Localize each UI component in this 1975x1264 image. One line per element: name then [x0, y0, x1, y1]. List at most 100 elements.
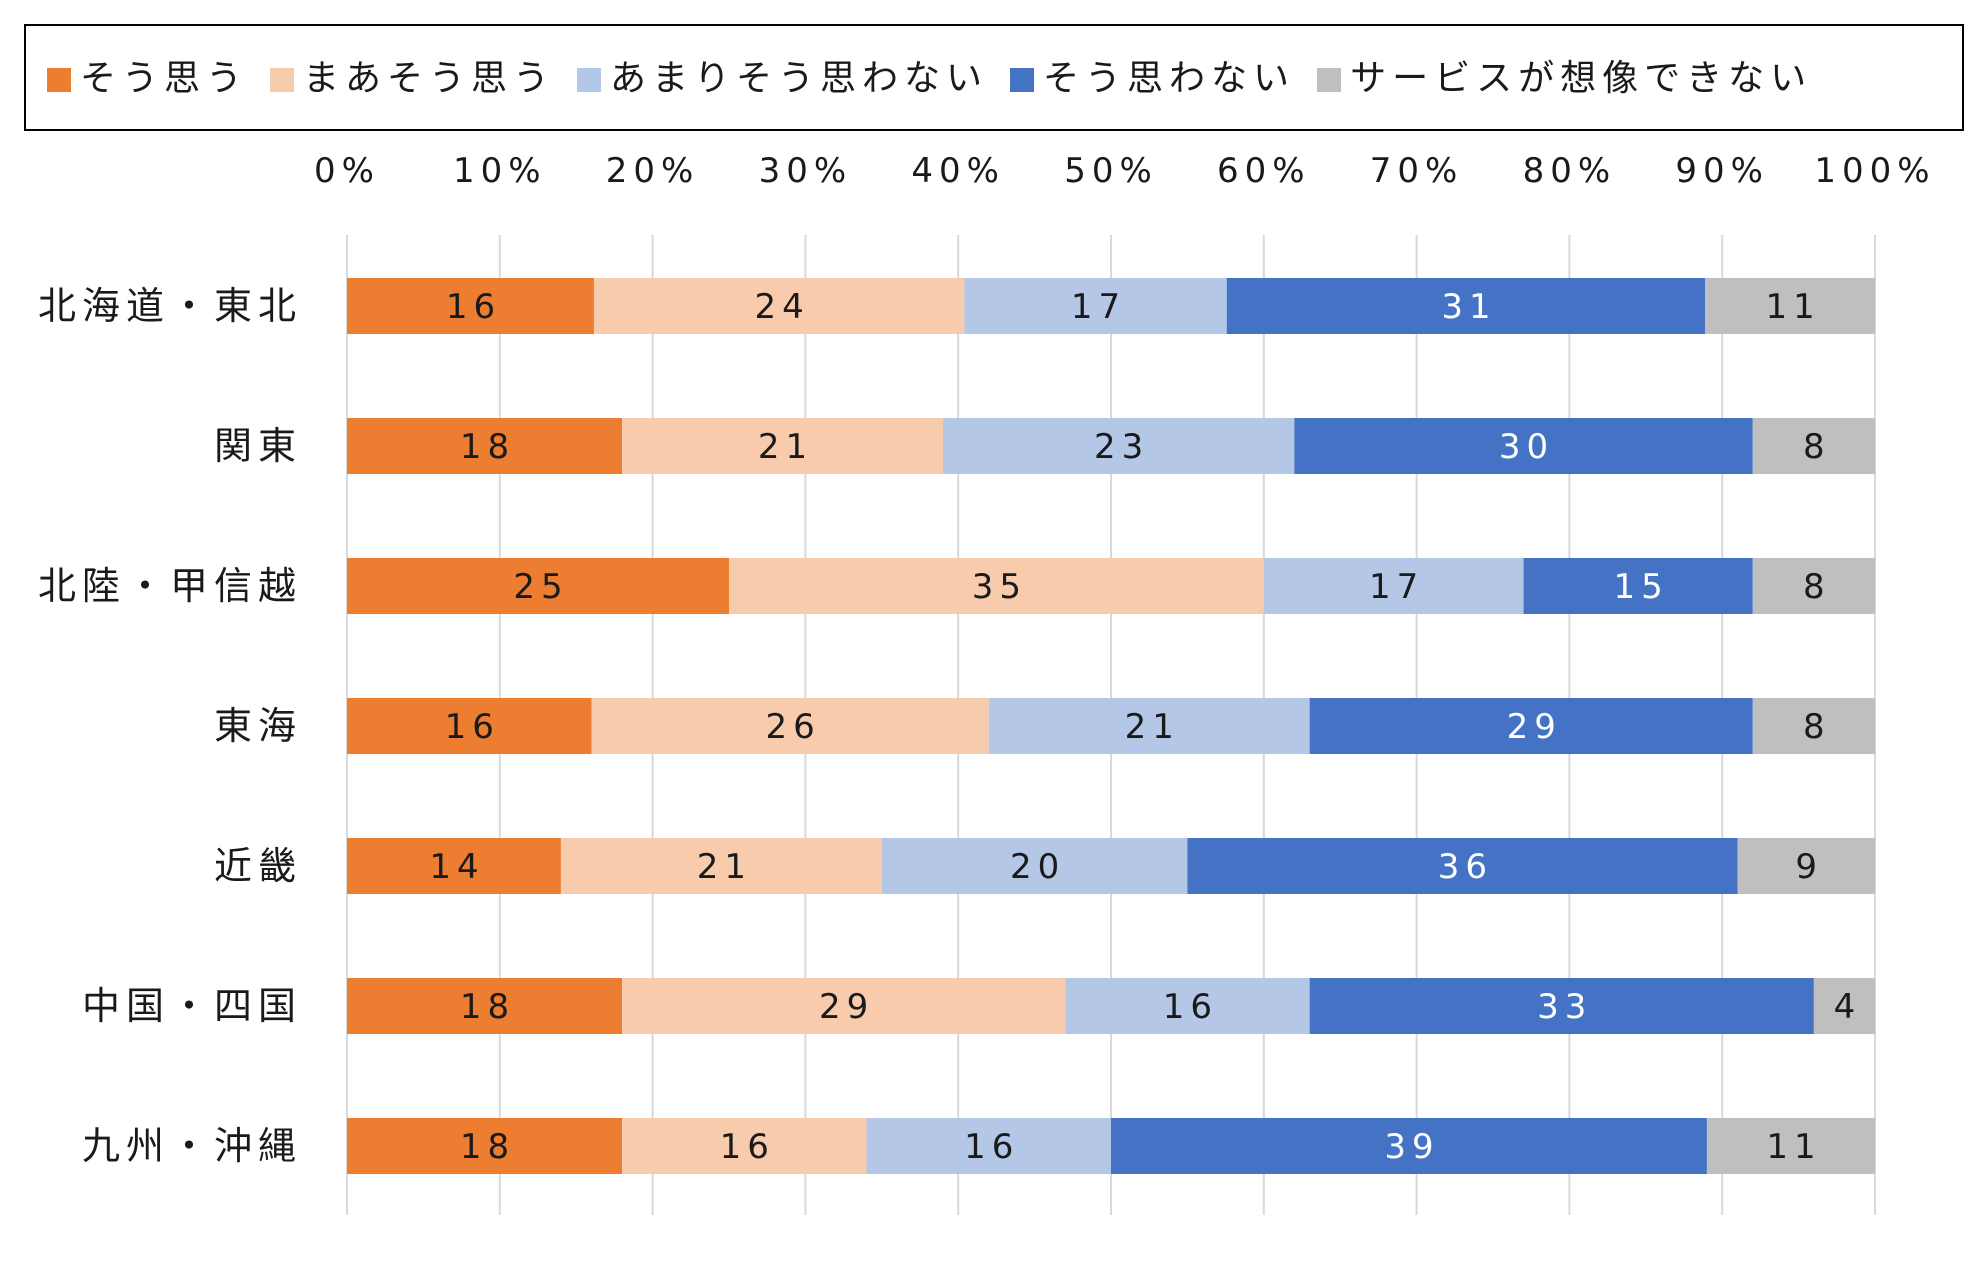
- data-label: 21: [1125, 707, 1180, 747]
- legend-label: まあそう思う: [303, 58, 555, 99]
- data-label: 18: [460, 427, 515, 467]
- legend-swatch: [270, 68, 295, 92]
- bar-segment: [1111, 1118, 1707, 1174]
- bar-segment: [560, 838, 882, 894]
- x-tick-label: 50%: [1064, 151, 1158, 191]
- bar-segment: [347, 418, 623, 474]
- data-label: 16: [446, 287, 501, 327]
- x-tick-label: 90%: [1675, 151, 1769, 191]
- bar-segment: [881, 838, 1188, 894]
- bar-segment: [347, 698, 592, 754]
- data-label: 35: [972, 567, 1027, 607]
- legend-swatch: [1317, 68, 1342, 92]
- legend-label: そう思わない: [1043, 58, 1295, 99]
- category-label: 東海: [214, 704, 302, 748]
- bar-segment: [622, 978, 1066, 1034]
- legend-swatch: [1010, 68, 1035, 92]
- x-tick-label: 0%: [314, 151, 380, 191]
- data-label: 21: [758, 427, 813, 467]
- bar-segment: [347, 278, 594, 334]
- data-label: 31: [1441, 287, 1496, 327]
- data-label: 11: [1765, 287, 1820, 327]
- data-label: 16: [720, 1127, 775, 1167]
- bar-segment: [347, 1118, 623, 1174]
- legend-swatch: [577, 68, 602, 92]
- data-label: 16: [445, 707, 500, 747]
- bar-segment: [1187, 838, 1738, 894]
- x-tick-label: 30%: [759, 151, 853, 191]
- bar-segment: [1523, 558, 1753, 614]
- bar-segment: [622, 418, 943, 474]
- bar-segment: [1813, 978, 1875, 1034]
- category-label: 北海道・東北: [38, 284, 302, 328]
- x-tick-label: 20%: [606, 151, 700, 191]
- bar-segment: [942, 418, 1295, 474]
- data-label: 8: [1803, 427, 1831, 467]
- category-label: 九州・沖縄: [82, 1124, 302, 1168]
- x-axis-ticks: 0% 10% 20% 30% 40% 50% 60% 70% 80% 90% 100%: [314, 151, 1930, 191]
- bar-segment: [347, 558, 729, 614]
- data-label: 17: [1071, 287, 1126, 327]
- data-label: 39: [1384, 1127, 1439, 1167]
- bar-segment: [1752, 698, 1875, 754]
- data-label: 29: [1507, 707, 1562, 747]
- bar-segment: [1309, 978, 1814, 1034]
- bar-segment: [591, 698, 989, 754]
- category-label: 中国・四国: [82, 984, 302, 1028]
- legend-swatch: [47, 68, 71, 92]
- data-label: 23: [1094, 427, 1149, 467]
- bar-segment: [1705, 278, 1875, 334]
- data-label: 21: [697, 847, 752, 887]
- data-label: 18: [460, 987, 515, 1027]
- data-label: 17: [1369, 567, 1424, 607]
- bar-segment: [1752, 558, 1875, 614]
- data-label: 16: [964, 1127, 1019, 1167]
- bar-segment: [1737, 838, 1875, 894]
- bar-segment: [964, 278, 1227, 334]
- data-label: 30: [1499, 427, 1554, 467]
- legend-box: [24, 24, 1964, 131]
- bar-segment: [988, 698, 1310, 754]
- bar-segment: [622, 1118, 867, 1174]
- legend-label: あまりそう思わない: [610, 58, 988, 99]
- category-label: 近畿: [214, 844, 302, 888]
- bar-segment: [347, 838, 561, 894]
- bar-segment: [1752, 418, 1875, 474]
- data-label: 15: [1614, 567, 1669, 607]
- category-label: 北陸・甲信越: [38, 564, 302, 608]
- x-tick-label: 10%: [453, 151, 547, 191]
- data-label: 8: [1803, 707, 1831, 747]
- bar-segment: [1294, 418, 1753, 474]
- data-label: 24: [755, 287, 810, 327]
- bar-segment: [347, 978, 623, 1034]
- bar-segment: [866, 1118, 1111, 1174]
- x-tick-label: 80%: [1523, 151, 1617, 191]
- bar-segment: [1065, 978, 1310, 1034]
- data-label: 33: [1537, 987, 1592, 1027]
- data-label: 9: [1795, 847, 1823, 887]
- data-label: 8: [1803, 567, 1831, 607]
- data-label: 20: [1010, 847, 1065, 887]
- data-label: 36: [1438, 847, 1493, 887]
- data-label: 26: [765, 707, 820, 747]
- data-label: 25: [513, 567, 568, 607]
- data-label: 18: [460, 1127, 515, 1167]
- bar-segment: [1309, 698, 1753, 754]
- x-tick-label: 40%: [911, 151, 1005, 191]
- bar-segment: [729, 558, 1264, 614]
- x-tick-label: 70%: [1370, 151, 1464, 191]
- data-label: 29: [819, 987, 874, 1027]
- x-tick-label: 60%: [1217, 151, 1311, 191]
- bar-segment: [1226, 278, 1706, 334]
- data-label: 14: [429, 847, 484, 887]
- bar-segment: [1263, 558, 1524, 614]
- legend-label: そう思う: [80, 58, 248, 99]
- data-label: 4: [1834, 987, 1862, 1027]
- legend-label: サービスが想像できない: [1350, 58, 1812, 99]
- data-label: 11: [1766, 1127, 1821, 1167]
- legend: そう思う まあそう思う あまりそう思わない そう思わない サービスが想像できない: [47, 58, 1812, 99]
- category-label: 関東: [214, 424, 302, 468]
- bars: 16 24 17 31 11 18 21 23 30 8 25 35 17 15 8 16 26 21 29 8 14 2…: [347, 278, 1875, 1174]
